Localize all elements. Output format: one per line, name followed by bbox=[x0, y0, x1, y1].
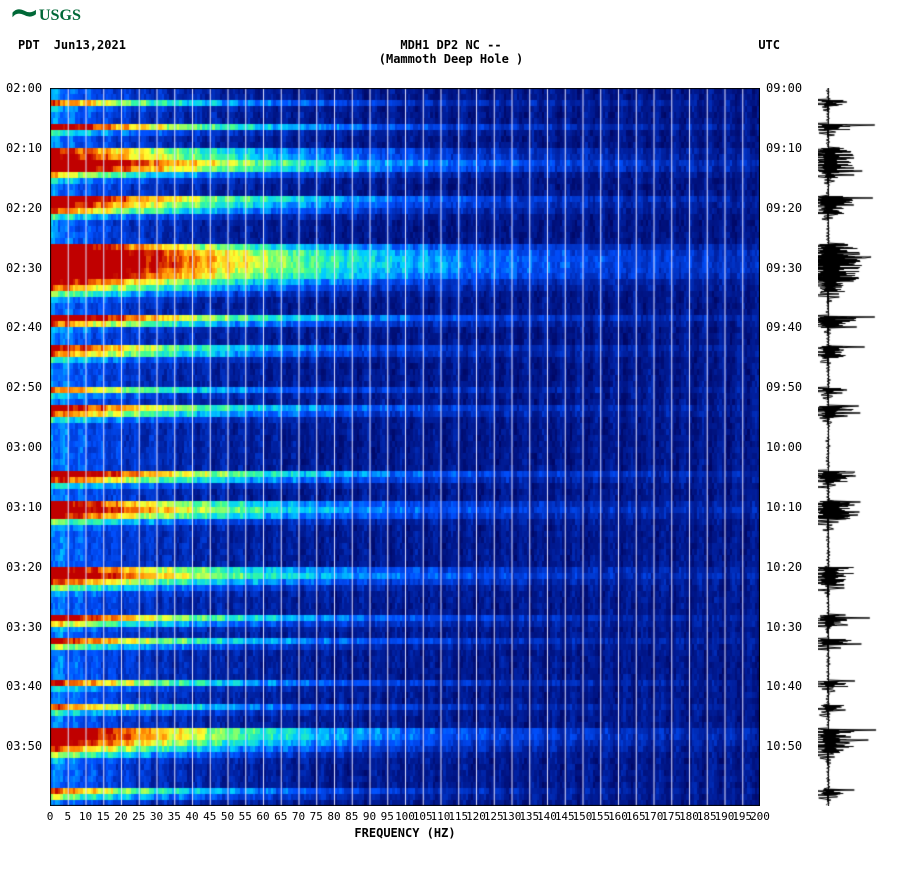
spectrogram-canvas bbox=[50, 88, 760, 806]
y-right-tick: 10:00 bbox=[766, 440, 802, 454]
x-tick: 75 bbox=[310, 810, 323, 823]
x-tick: 45 bbox=[203, 810, 216, 823]
y-axis-right: 09:0009:1009:2009:3009:4009:5010:0010:10… bbox=[766, 88, 810, 806]
header: PDT Jun13,2021 MDH1 DP2 NC -- (Mammoth D… bbox=[0, 38, 902, 52]
y-left-tick: 02:40 bbox=[6, 320, 42, 334]
y-right-tick: 10:50 bbox=[766, 739, 802, 753]
spectrogram-plot bbox=[50, 88, 760, 806]
y-left-tick: 03:10 bbox=[6, 500, 42, 514]
date-label: Jun13,2021 bbox=[54, 38, 126, 52]
x-tick: 20 bbox=[114, 810, 127, 823]
y-right-tick: 09:10 bbox=[766, 141, 802, 155]
tz-left-label: PDT bbox=[18, 38, 40, 52]
y-right-tick: 10:20 bbox=[766, 560, 802, 574]
y-left-tick: 02:00 bbox=[6, 81, 42, 95]
x-tick: 70 bbox=[292, 810, 305, 823]
plot-title-line2: (Mammoth Deep Hole ) bbox=[379, 52, 524, 66]
y-left-tick: 03:20 bbox=[6, 560, 42, 574]
x-tick: 200 bbox=[750, 810, 770, 823]
y-left-tick: 03:30 bbox=[6, 620, 42, 634]
x-tick: 15 bbox=[97, 810, 110, 823]
y-left-tick: 03:50 bbox=[6, 739, 42, 753]
x-tick: 25 bbox=[132, 810, 145, 823]
x-tick: 60 bbox=[256, 810, 269, 823]
x-tick: 85 bbox=[345, 810, 358, 823]
x-axis-label: FREQUENCY (HZ) bbox=[50, 826, 760, 840]
x-tick: 80 bbox=[327, 810, 340, 823]
plot-title-line1: MDH1 DP2 NC -- bbox=[379, 38, 524, 52]
y-left-tick: 02:10 bbox=[6, 141, 42, 155]
usgs-logo: USGS bbox=[8, 4, 102, 26]
y-left-tick: 02:20 bbox=[6, 201, 42, 215]
x-tick: 5 bbox=[64, 810, 71, 823]
x-tick: 30 bbox=[150, 810, 163, 823]
y-right-tick: 10:30 bbox=[766, 620, 802, 634]
y-right-tick: 09:50 bbox=[766, 380, 802, 394]
x-tick: 10 bbox=[79, 810, 92, 823]
tz-right-label: UTC bbox=[758, 38, 780, 52]
x-tick: 90 bbox=[363, 810, 376, 823]
svg-text:USGS: USGS bbox=[39, 7, 81, 24]
x-tick: 95 bbox=[381, 810, 394, 823]
x-axis: FREQUENCY (HZ) 0510152025303540455055606… bbox=[50, 806, 760, 834]
y-right-tick: 09:00 bbox=[766, 81, 802, 95]
y-right-tick: 10:10 bbox=[766, 500, 802, 514]
x-tick: 35 bbox=[168, 810, 181, 823]
y-axis-left: 02:0002:1002:2002:3002:4002:5003:0003:10… bbox=[6, 88, 50, 806]
seismogram-canvas bbox=[818, 88, 896, 806]
y-right-tick: 09:20 bbox=[766, 201, 802, 215]
y-right-tick: 10:40 bbox=[766, 679, 802, 693]
y-left-tick: 03:40 bbox=[6, 679, 42, 693]
x-tick: 0 bbox=[47, 810, 54, 823]
x-tick: 65 bbox=[274, 810, 287, 823]
y-left-tick: 03:00 bbox=[6, 440, 42, 454]
x-tick: 55 bbox=[239, 810, 252, 823]
x-tick: 50 bbox=[221, 810, 234, 823]
y-right-tick: 09:30 bbox=[766, 261, 802, 275]
y-left-tick: 02:50 bbox=[6, 380, 42, 394]
y-right-tick: 09:40 bbox=[766, 320, 802, 334]
seismogram-trace bbox=[818, 88, 896, 806]
y-left-tick: 02:30 bbox=[6, 261, 42, 275]
x-tick: 40 bbox=[185, 810, 198, 823]
